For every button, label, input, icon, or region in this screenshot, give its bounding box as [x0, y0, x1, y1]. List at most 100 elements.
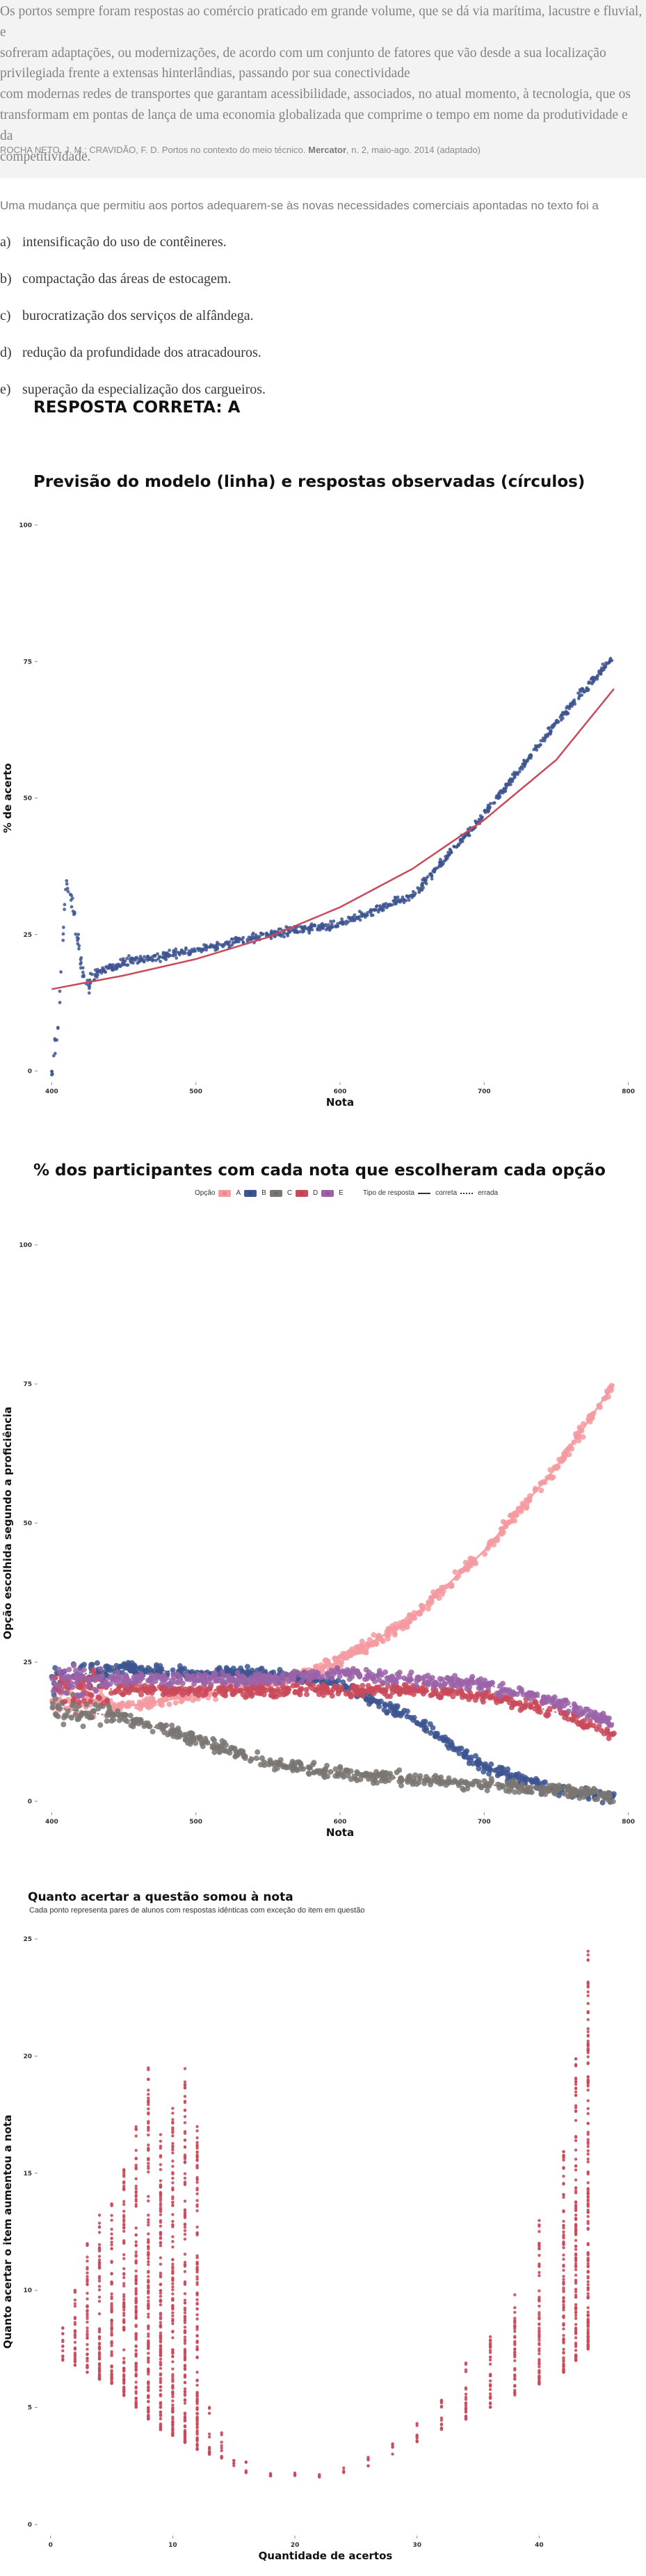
observed-point: [542, 739, 547, 743]
choice-point: [496, 1785, 502, 1791]
gain-point: [538, 2219, 541, 2222]
gain-point: [147, 2287, 150, 2290]
gain-point: [134, 2402, 138, 2406]
gain-point: [183, 2263, 187, 2267]
gain-point: [195, 2270, 199, 2274]
option-c[interactable]: c) burocratização dos serviços de alfânde…: [0, 307, 266, 344]
observed-point: [460, 839, 465, 844]
option-b[interactable]: b) compactação das áreas de estocagem.: [0, 271, 266, 307]
gain-point: [538, 2382, 541, 2385]
gain-point: [122, 2223, 126, 2227]
gain-point: [513, 2340, 517, 2344]
legend-label-c: C: [286, 1189, 293, 1197]
choice-point: [369, 1675, 376, 1681]
observed-point: [346, 915, 350, 919]
gain-point: [97, 2352, 102, 2356]
trend-line-d: [51, 1684, 615, 1735]
gain-point: [147, 2100, 150, 2104]
gain-point: [159, 2406, 163, 2409]
observed-point: [560, 714, 564, 718]
option-a[interactable]: a) intensificação do uso de contêineres.: [0, 234, 266, 271]
gain-point: [110, 2228, 113, 2231]
gain-point: [147, 2251, 150, 2254]
gain-point: [122, 2321, 126, 2324]
gain-point: [183, 2387, 187, 2391]
gain-point: [86, 2267, 89, 2271]
choice-point: [610, 1798, 616, 1805]
choice-point: [380, 1639, 386, 1644]
gain-point: [147, 2107, 150, 2111]
model-line: [51, 688, 615, 990]
gain-point: [159, 2357, 163, 2361]
x-tick-label: 500: [189, 1819, 202, 1826]
observed-point: [302, 926, 307, 930]
gain-point: [134, 2305, 138, 2309]
gain-point: [159, 2283, 163, 2286]
choice-point: [200, 1744, 206, 1749]
choice-point: [138, 1691, 145, 1698]
observed-point: [592, 679, 595, 684]
choice-point: [433, 1733, 438, 1739]
choice-point: [433, 1682, 439, 1689]
legend-label-a: A: [236, 1189, 241, 1197]
observed-point: [145, 954, 150, 958]
gain-point: [110, 2326, 113, 2330]
gain-point: [122, 2356, 126, 2360]
gain-point: [538, 2271, 541, 2274]
choice-point: [532, 1700, 538, 1706]
observed-point: [458, 841, 462, 845]
observed-point: [165, 951, 169, 955]
choice-point: [318, 1662, 324, 1668]
gain-point: [183, 2311, 187, 2315]
trend-line-a: [51, 1383, 615, 1708]
trend-line-e: [51, 1672, 615, 1724]
observed-point: [376, 910, 380, 914]
option-letter: e): [0, 382, 11, 397]
gain-point: [195, 2301, 199, 2305]
passage-line-4: com modernas redes de transportes que ga…: [0, 87, 631, 102]
choice-point: [190, 1697, 196, 1703]
observed-point: [136, 961, 140, 965]
gain-point: [97, 2225, 102, 2229]
gain-point: [97, 2258, 102, 2262]
choice-point: [66, 1666, 72, 1673]
observed-point: [437, 860, 442, 864]
gain-point: [134, 2184, 138, 2188]
observed-point: [462, 836, 466, 840]
observed-point: [601, 662, 605, 666]
observed-point: [369, 913, 373, 917]
choice-point: [580, 1723, 586, 1730]
choice-point: [88, 1698, 94, 1705]
observed-point: [541, 736, 545, 740]
choice-point: [508, 1779, 515, 1785]
choice-point: [404, 1708, 410, 1714]
choice-point: [153, 1672, 159, 1678]
option-e[interactable]: e) superação da especialização dos cargue…: [0, 381, 266, 418]
legend-title-option: Opção: [195, 1189, 216, 1197]
observed-point: [559, 718, 563, 722]
gain-point: [97, 2365, 102, 2369]
choice-point: [56, 1683, 63, 1689]
observed-point: [327, 923, 330, 926]
gain-point: [183, 2280, 187, 2284]
choice-point: [150, 1728, 156, 1734]
choice-point: [410, 1691, 417, 1698]
gain-point: [159, 2401, 163, 2404]
gain-point: [562, 2278, 565, 2281]
chart3-subtitle: Cada ponto representa pares de alunos co…: [29, 1906, 365, 1915]
option-d[interactable]: d) redução da profundidade dos atracadour…: [0, 344, 266, 381]
gain-point: [464, 2388, 468, 2391]
gain-point: [159, 2381, 163, 2385]
observed-point: [321, 925, 325, 928]
gain-point: [159, 2354, 163, 2358]
gain-point: [134, 2390, 138, 2393]
observed-point: [66, 889, 70, 894]
gain-point: [159, 2367, 163, 2370]
gain-point: [195, 2437, 199, 2440]
choice-point: [104, 1697, 111, 1703]
choice-point: [248, 1688, 255, 1694]
gain-point: [159, 2294, 163, 2298]
gain-point: [195, 2298, 199, 2301]
choice-point: [444, 1687, 450, 1693]
y-tick-label: 100: [19, 522, 32, 529]
